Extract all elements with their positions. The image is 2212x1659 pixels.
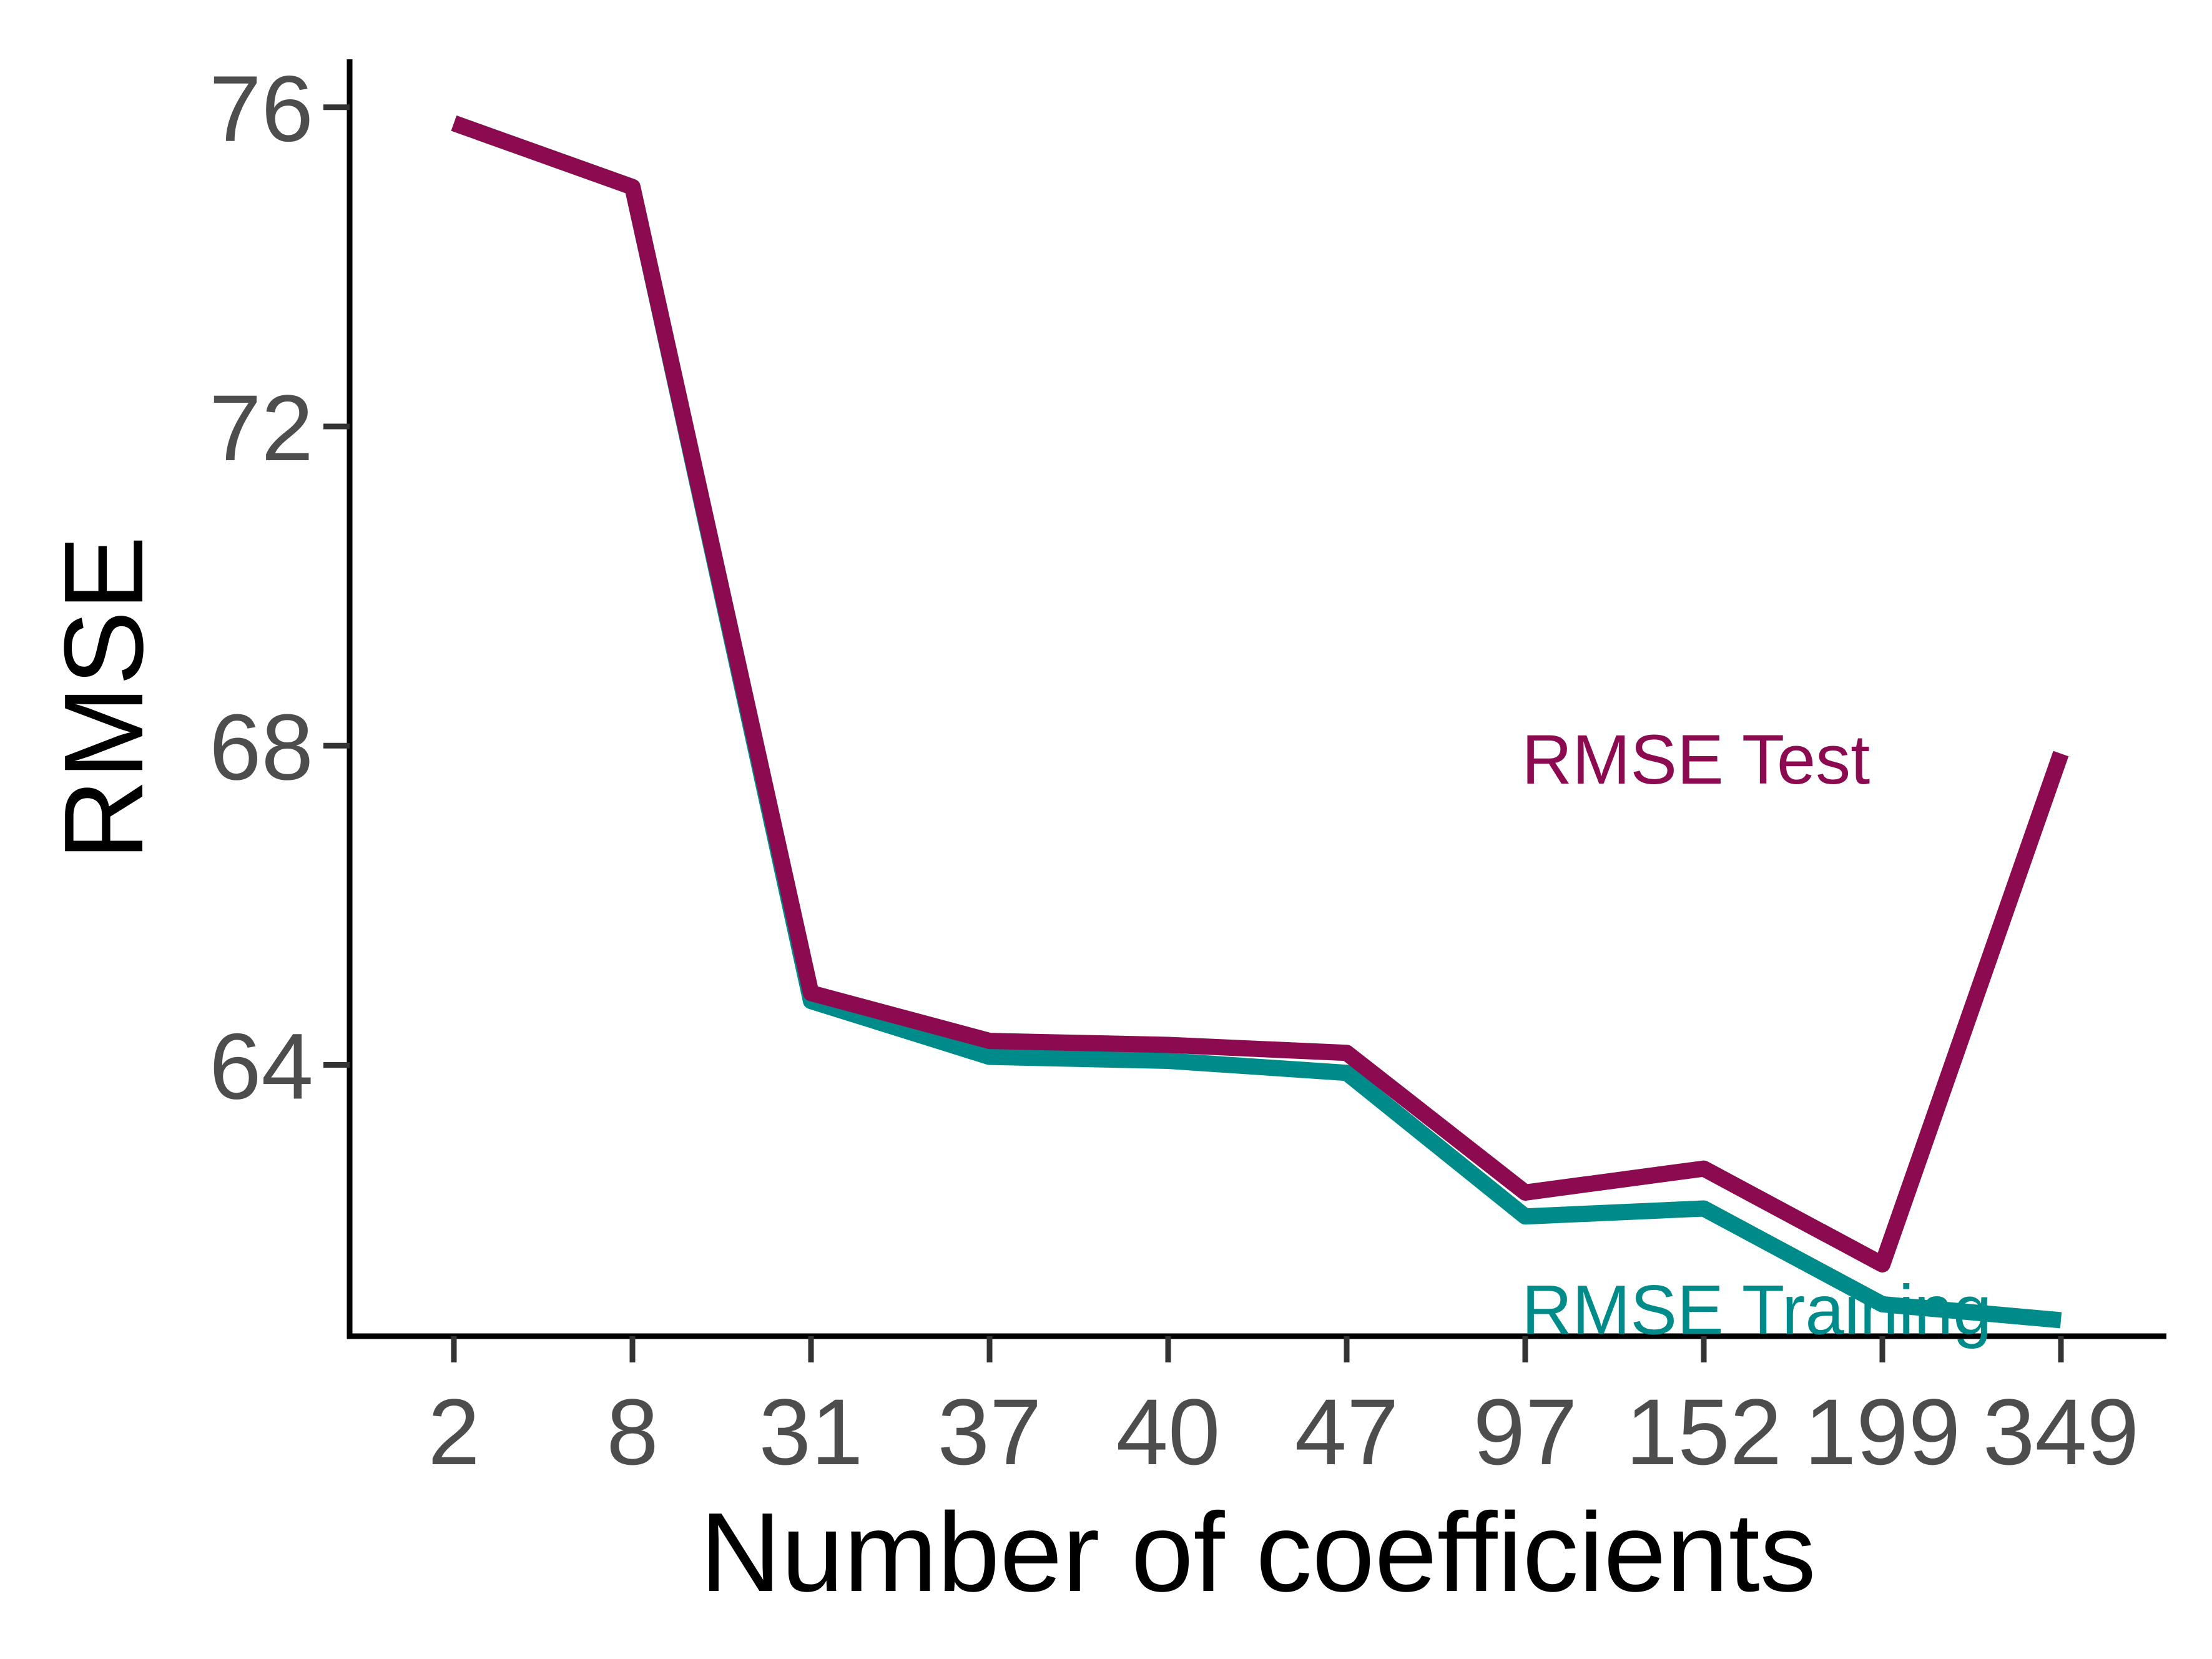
x-tick-label: 349 bbox=[1983, 1379, 2139, 1484]
series-annotations: RMSE Test RMSE Training bbox=[1521, 721, 1992, 1349]
y-tick-label: 76 bbox=[209, 56, 313, 161]
x-tick-label: 37 bbox=[938, 1379, 1042, 1484]
x-tick-label: 47 bbox=[1295, 1379, 1399, 1484]
y-axis-ticks: 64 68 72 76 bbox=[209, 56, 350, 1118]
x-axis-ticks: 2 8 31 37 40 47 97 152 199 349 bbox=[428, 1336, 2139, 1484]
x-tick-label: 199 bbox=[1804, 1379, 1960, 1484]
y-tick-label: 72 bbox=[209, 375, 313, 480]
y-tick-label: 64 bbox=[209, 1013, 313, 1118]
x-tick-label: 31 bbox=[759, 1379, 863, 1484]
x-axis-title: Number of coefficients bbox=[700, 1490, 1816, 1615]
x-tick-label: 97 bbox=[1473, 1379, 1578, 1484]
series-annotation: RMSE Training bbox=[1521, 1271, 1992, 1349]
series-lines bbox=[451, 116, 2069, 1329]
series-line-test bbox=[451, 116, 2069, 1273]
x-tick-label: 40 bbox=[1116, 1379, 1221, 1484]
x-tick-label: 2 bbox=[428, 1379, 479, 1484]
series-annotation: RMSE Test bbox=[1521, 721, 1870, 799]
y-axis-title: RMSE bbox=[41, 536, 167, 860]
x-tick-label: 8 bbox=[606, 1379, 658, 1484]
x-tick-label: 152 bbox=[1626, 1379, 1782, 1484]
y-tick-label: 68 bbox=[209, 694, 313, 799]
